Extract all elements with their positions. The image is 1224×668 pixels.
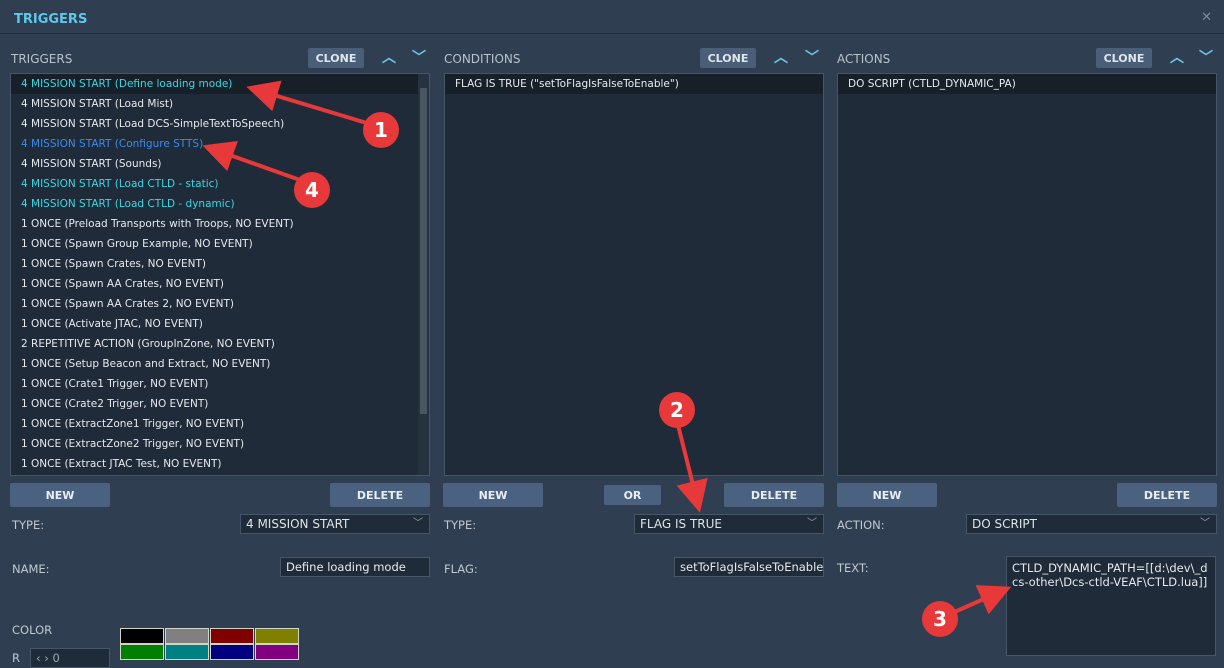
close-icon[interactable]: ✕: [1201, 10, 1212, 25]
trigger-list-item[interactable]: 4 MISSION START (Configure STTS): [21, 138, 204, 150]
conditions-or-button[interactable]: OR: [604, 485, 661, 505]
trigger-list-item[interactable]: 2 REPETITIVE ACTION (GroupInZone, NO EVE…: [21, 338, 275, 350]
trigger-list-item[interactable]: 4 MISSION START (Sounds): [21, 158, 162, 170]
conditions-header: CONDITIONS: [444, 52, 521, 66]
chevron-down-icon: ﹀: [1200, 518, 1210, 529]
trigger-type-select[interactable]: 4 MISSION START ﹀: [240, 514, 430, 534]
conditions-delete-button[interactable]: DELETE: [724, 483, 824, 507]
flag-label: FLAG:: [444, 562, 478, 576]
svg-text:2: 2: [670, 398, 684, 422]
condition-type-select[interactable]: FLAG IS TRUE ﹀: [634, 514, 824, 534]
triggers-new-button[interactable]: NEW: [10, 483, 110, 507]
conditions-new-button[interactable]: NEW: [443, 483, 543, 507]
trigger-list-item[interactable]: 4 MISSION START (Define loading mode): [11, 74, 429, 94]
trigger-list-item[interactable]: 1 ONCE (Activate JTAC, NO EVENT): [21, 318, 203, 330]
color-swatch[interactable]: [210, 628, 254, 644]
annotation-arrow-2: [676, 424, 708, 513]
move-down-icon[interactable]: ﹀: [1199, 50, 1213, 66]
trigger-list-item[interactable]: 1 ONCE (Spawn AA Crates, NO EVENT): [21, 278, 224, 290]
trigger-list-item[interactable]: 4 MISSION START (Load Mist): [21, 98, 174, 110]
list-item[interactable]: DO SCRIPT (CTLD_DYNAMIC_PA): [838, 74, 1216, 94]
color-swatch[interactable]: [165, 628, 209, 644]
actions-header: ACTIONS: [837, 52, 891, 66]
trigger-list-item[interactable]: 1 ONCE (Setup Beacon and Extract, NO EVE…: [21, 358, 271, 370]
trigger-list-item[interactable]: 1 ONCE (Crate1 Trigger, NO EVENT): [21, 378, 209, 390]
trigger-list-item[interactable]: 4 MISSION START (Load CTLD - static): [21, 178, 219, 190]
annotation-marker-1: 1: [363, 112, 399, 148]
trigger-type-value: 4 MISSION START: [246, 517, 350, 531]
trigger-list-item[interactable]: 1 ONCE (Spawn AA Crates 2, NO EVENT): [21, 298, 234, 310]
move-down-icon[interactable]: ﹀: [805, 50, 819, 66]
svg-text:3: 3: [933, 607, 947, 631]
flag-input[interactable]: setToFlagIsFalseToEnable: [674, 557, 824, 577]
conditions-clone-button[interactable]: CLONE: [700, 48, 756, 68]
trigger-list-item[interactable]: 1 ONCE (Preload Transports with Troops, …: [21, 218, 294, 230]
scrollbar[interactable]: [418, 74, 429, 475]
trigger-name-label: NAME:: [12, 562, 50, 576]
color-label: COLOR: [12, 623, 53, 637]
move-up-icon[interactable]: ︿: [382, 50, 396, 66]
annotation-marker-3: 3: [922, 601, 958, 637]
svg-text:4: 4: [305, 178, 319, 202]
color-palette: [120, 628, 300, 660]
move-up-icon[interactable]: ︿: [774, 50, 788, 66]
text-label: TEXT:: [837, 561, 869, 575]
trigger-list-item[interactable]: 4 MISSION START (Load CTLD - dynamic): [21, 198, 235, 210]
trigger-list-item[interactable]: 1 ONCE (Spawn Crates, NO EVENT): [21, 258, 206, 270]
trigger-list-item[interactable]: 1 ONCE (ExtractZone2 Trigger, NO EVENT): [21, 438, 245, 450]
scrollbar-thumb[interactable]: [420, 88, 427, 414]
triggers-list[interactable]: 4 MISSION START (Define loading mode) 4 M…: [10, 73, 430, 476]
r-label: R: [12, 651, 20, 665]
trigger-list-item[interactable]: 4 MISSION START (Load DCS-SimpleTextToSp…: [21, 118, 285, 130]
trigger-list-item[interactable]: 1 ONCE (Crate2 Trigger, NO EVENT): [21, 398, 209, 410]
annotation-arrows: [202, 80, 1012, 616]
annotation-arrow-1: [246, 80, 371, 126]
window-title: TRIGGERS: [14, 12, 88, 27]
annotation-marker-2: 2: [659, 392, 695, 428]
annotation-arrow-4: [202, 140, 301, 182]
list-item[interactable]: FLAG IS TRUE ("setToFlagIsFalseToEnable"…: [445, 74, 823, 94]
trigger-type-label: TYPE:: [12, 518, 45, 532]
annotation-marker-4: 4: [294, 172, 330, 208]
r-value: 0: [52, 651, 60, 665]
chevron-down-icon: ﹀: [807, 518, 817, 529]
actions-new-button[interactable]: NEW: [837, 483, 937, 507]
trigger-list-item[interactable]: 1 ONCE (Spawn Group Example, NO EVENT): [21, 238, 253, 250]
move-up-icon[interactable]: ︿: [1170, 50, 1184, 66]
condition-type-label: TYPE:: [444, 518, 477, 532]
action-type-label: ACTION:: [837, 518, 885, 532]
move-down-icon[interactable]: ﹀: [412, 50, 426, 66]
color-swatch[interactable]: [120, 628, 164, 644]
action-type-value: DO SCRIPT: [972, 517, 1037, 531]
script-text-area[interactable]: CTLD_DYNAMIC_PATH=[[d:\dev\_dcs-other\Dc…: [1006, 556, 1216, 656]
triggers-delete-button[interactable]: DELETE: [330, 483, 430, 507]
trigger-name-input[interactable]: Define loading mode: [280, 557, 430, 577]
divider: [0, 33, 1224, 34]
triggers-clone-button[interactable]: CLONE: [308, 48, 364, 68]
actions-list[interactable]: DO SCRIPT (CTLD_DYNAMIC_PA): [837, 73, 1217, 476]
color-swatch[interactable]: [255, 628, 299, 644]
trigger-list-item[interactable]: 1 ONCE (ExtractZone1 Trigger, NO EVENT): [21, 418, 245, 430]
annotation-arrow-3: [949, 585, 1012, 616]
conditions-list[interactable]: FLAG IS TRUE ("setToFlagIsFalseToEnable"…: [444, 73, 824, 476]
condition-type-value: FLAG IS TRUE: [640, 517, 722, 531]
actions-clone-button[interactable]: CLONE: [1096, 48, 1152, 68]
actions-delete-button[interactable]: DELETE: [1117, 483, 1217, 507]
svg-text:1: 1: [374, 118, 388, 142]
chevron-down-icon: ﹀: [413, 518, 423, 529]
triggers-header: TRIGGERS: [11, 52, 73, 66]
action-type-select[interactable]: DO SCRIPT ﹀: [966, 514, 1217, 534]
trigger-list-item[interactable]: 1 ONCE (Extract JTAC Test, NO EVENT): [21, 458, 222, 470]
